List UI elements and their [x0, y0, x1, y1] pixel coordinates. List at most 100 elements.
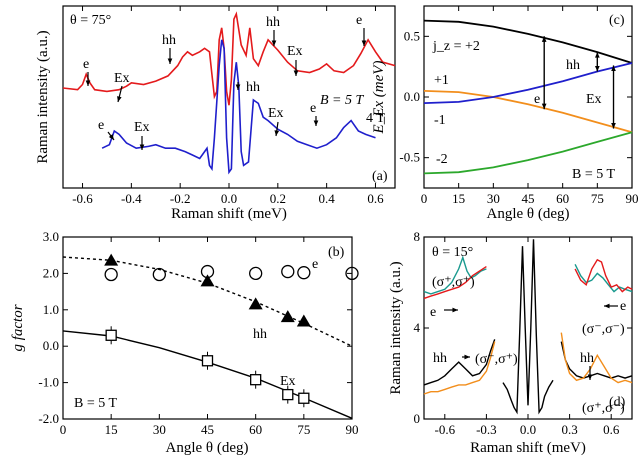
panel-b-x-tick-label: 0 — [60, 422, 67, 437]
panel-d-ylabel: Raman intensity (a.u.) — [388, 261, 404, 394]
ex-arrow-up-head — [611, 65, 616, 71]
panel-c-x-tick-label: 90 — [626, 191, 639, 206]
panel-c-x-tick-label: 45 — [522, 191, 535, 206]
panel-b-condition: B = 5 T — [74, 396, 117, 411]
point-ex — [282, 388, 294, 401]
panel-b-y-tick-label: 0.0 — [43, 338, 59, 353]
series-label-5T: B = 5 T — [320, 93, 364, 108]
point-hh — [280, 310, 295, 323]
panel-b-x-tick-label: 90 — [346, 422, 359, 437]
panel-a-x-tick-label: -0.4 — [121, 191, 142, 206]
panel-b-x-tick-label: 45 — [201, 422, 214, 437]
ann-e: e — [310, 101, 316, 116]
panel-a-arrows — [85, 28, 367, 150]
series-line-1 — [101, 39, 376, 175]
panel-c-label: (c) — [609, 13, 625, 28]
ann-e: e — [534, 92, 540, 107]
ann-hh: hh — [266, 15, 280, 30]
panel-b-ylabel: g factor — [10, 304, 26, 351]
ann-hh: hh — [246, 80, 260, 95]
spectrum-pp-right — [574, 263, 633, 293]
panel-c-ylabel: E_Ex (meV) — [371, 61, 387, 135]
panel-b-y-tick-label: 1.0 — [43, 302, 59, 317]
panel-b-y-tick-label: 2.0 — [43, 265, 59, 280]
panel-b-x-tick-label: 75 — [297, 422, 310, 437]
point-ex — [201, 355, 214, 367]
panel-a-label: (a) — [372, 169, 388, 184]
panel-b-x-tick-label: 15 — [105, 422, 118, 437]
panel-c-condition: B = 5 T — [572, 167, 615, 182]
panel-a-annotations: e Ex hh hh Ex e e Ex hh Ex e — [83, 13, 362, 135]
point-hh — [248, 297, 263, 310]
pol-label-mp: (σ⁻,σ⁺) — [475, 352, 518, 367]
level-curve-3 — [423, 131, 633, 175]
spectrum-pp-left — [423, 255, 487, 295]
panel-a-arrow-3-head — [271, 40, 277, 46]
pol-label-pp: (σ⁺,σ⁺) — [432, 275, 475, 290]
hh-arrow-up-head — [594, 52, 600, 58]
panel-d-arrow-e-left-head — [452, 307, 458, 313]
curve-label-plus2: j_z = +2 — [432, 39, 480, 54]
point-e — [152, 267, 166, 282]
panel-a-xlabel: Raman shift (meV) — [171, 206, 287, 222]
point-e — [345, 266, 359, 281]
panel-a-x-tick-label: 0.2 — [270, 191, 286, 206]
ann-hh: hh — [433, 351, 447, 366]
panel-d-condition: θ = 15° — [432, 245, 473, 260]
e-arrow-up-head — [541, 36, 547, 42]
ann-e: e — [430, 305, 436, 320]
point-hh — [296, 314, 311, 327]
ann-ex: Ex — [114, 71, 130, 86]
panel-d-arrow-hh-left-head — [464, 354, 470, 360]
ann-e: e — [356, 13, 362, 28]
ann-e: e — [83, 57, 89, 72]
panel-a-arrow-2-head — [167, 58, 173, 64]
panel-b-plot — [62, 253, 359, 419]
ann-e: e — [620, 299, 626, 314]
point-e — [104, 267, 118, 282]
point-hh — [200, 274, 215, 287]
panel-a-x-tick-label: 0.0 — [221, 191, 237, 206]
panel-c-arrows — [541, 36, 616, 129]
panel-d: -0.6 -0.3 0.0 0.3 0.6 0 4 8 Raman shift (meV) R… — [388, 229, 633, 456]
ann-e: e — [98, 118, 104, 133]
legend-ex: Ex — [280, 374, 296, 389]
panel-b-x-tick-label: 30 — [153, 422, 166, 437]
panel-d-plot — [423, 239, 633, 415]
panel-a-arrow-8-head — [235, 84, 241, 90]
panel-a-x-tick-label: -0.6 — [72, 191, 93, 206]
panel-b-y-tick-label: -2.0 — [38, 411, 59, 426]
curve-label-minus1: -1 — [434, 113, 446, 128]
panel-a-arrow-9-head — [274, 130, 280, 136]
panel-b-xlabel: Angle θ (deg) — [166, 440, 249, 456]
point-e — [297, 266, 311, 280]
pol-label-mm: (σ⁻,σ⁻) — [582, 322, 625, 337]
panel-d-arrows — [444, 303, 618, 380]
level-curve-0 — [423, 19, 633, 64]
panel-a-x-tick-label: 0.4 — [319, 191, 336, 206]
panel-c-y-tick-label: -0.5 — [399, 150, 420, 165]
panel-a-arrow-1-head — [117, 96, 122, 102]
panel-c-x-tick-label: 15 — [452, 191, 465, 206]
legend-e: e — [312, 257, 318, 272]
panel-c-xlabel: Angle θ (deg) — [487, 206, 570, 222]
ann-ex: Ex — [586, 92, 602, 107]
legend-hh: hh — [253, 327, 267, 342]
panel-d-xlabel: Raman shift (meV) — [470, 440, 586, 456]
point-e — [281, 264, 295, 279]
panel-c-x-tick-label: 0 — [421, 191, 428, 206]
panel-a-x-tick-label: -0.2 — [170, 191, 191, 206]
panel-a-arrow-6-head — [108, 134, 114, 140]
spectrum-mp-right — [560, 341, 633, 379]
panel-d-y-tick-label: 4 — [414, 320, 421, 335]
ann-ex: Ex — [134, 120, 150, 135]
panel-a-arrow-0-head — [85, 80, 91, 86]
panel-b: 0 15 30 45 60 75 90 -2.0 -1.0 0.0 1.0 2.0 3.0 Angle … — [10, 229, 359, 456]
panel-d-label: (d) — [609, 395, 626, 410]
point-ex — [250, 374, 262, 386]
panel-d-arrow-hh-right-head — [587, 374, 593, 380]
spectrum-mm-right — [574, 258, 633, 293]
panel-d-x-tick-label: -0.3 — [476, 422, 497, 437]
panel-d-x-tick-label: 0.0 — [520, 422, 536, 437]
panel-b-y-tick-label: -1.0 — [38, 375, 59, 390]
